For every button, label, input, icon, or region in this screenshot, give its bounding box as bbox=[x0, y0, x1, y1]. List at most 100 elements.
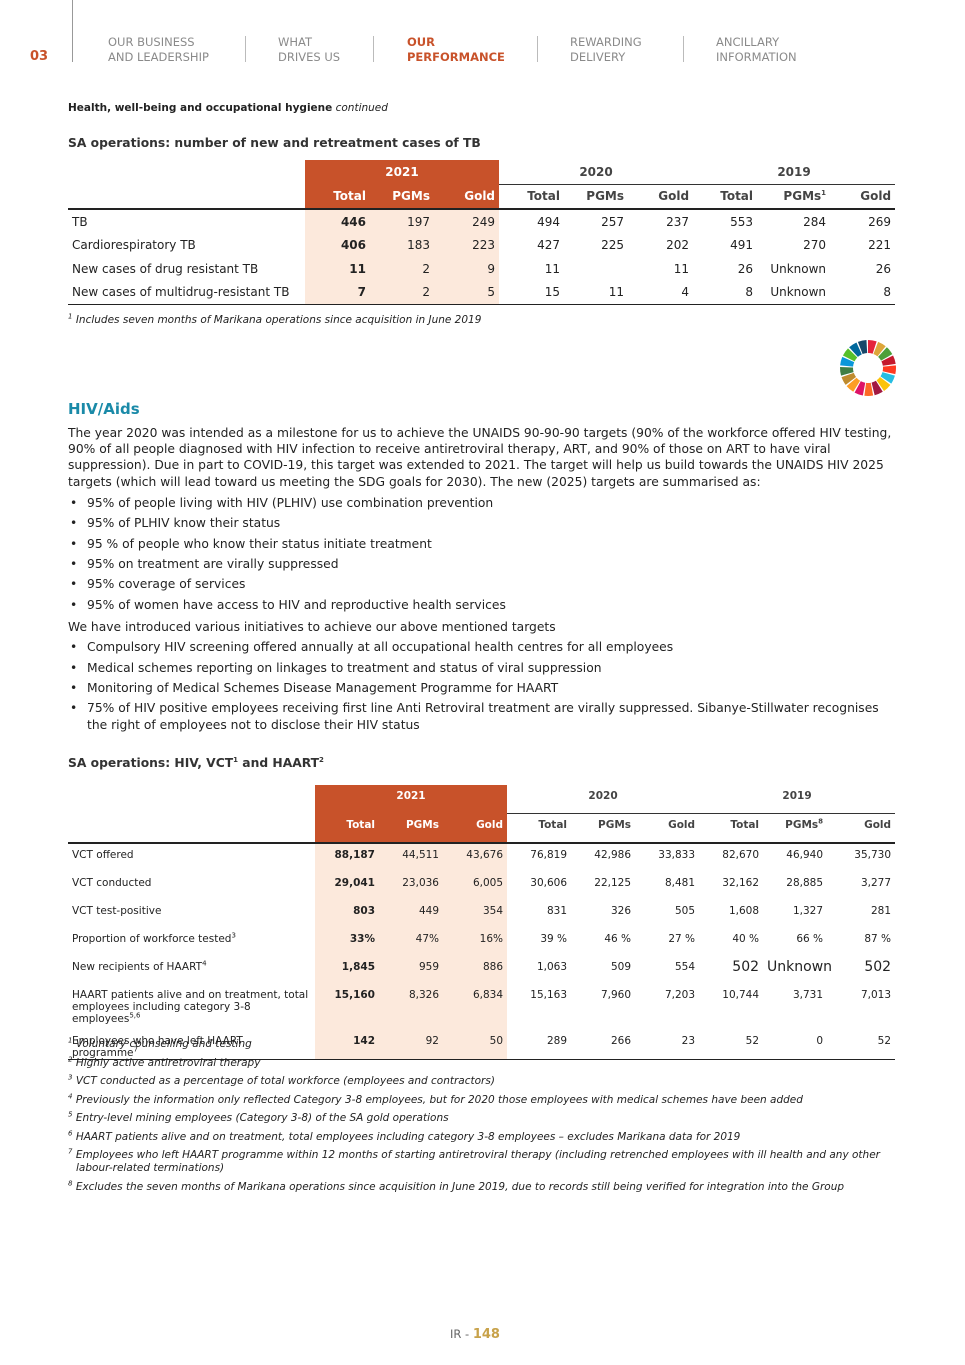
column-header: PGMs bbox=[564, 184, 629, 210]
year-header: 2021 bbox=[305, 160, 500, 184]
cell: 88,187 bbox=[315, 843, 379, 872]
footnote: 1 Voluntary counselling and testing bbox=[68, 1036, 888, 1051]
column-header: Gold bbox=[443, 813, 508, 844]
nav-line: INFORMATION bbox=[716, 50, 797, 64]
wheel-segment bbox=[841, 372, 857, 385]
nav-separator bbox=[245, 36, 246, 62]
cell: 26 bbox=[875, 261, 892, 276]
row-label: TB bbox=[68, 209, 305, 234]
data-row: Cardiorespiratory TB 406 183 223 427 225 202 49… bbox=[68, 233, 895, 258]
footnote: 2 Highly active antiretroviral therapy bbox=[68, 1055, 888, 1070]
bullet-item: 95% coverage of services bbox=[68, 576, 887, 592]
row-label: New cases of multidrug-resistant TB bbox=[68, 280, 305, 305]
row-label-text: HAART patients alive and on treatment, t… bbox=[72, 989, 309, 1025]
blank-cell bbox=[68, 785, 315, 814]
cell: 5 bbox=[434, 280, 500, 305]
cell: 831 bbox=[546, 905, 568, 917]
cell: 959 bbox=[379, 956, 443, 984]
row-label: Cardiorespiratory TB bbox=[68, 234, 305, 258]
title-text: SA operations: HIV, VCT bbox=[68, 756, 234, 770]
footnote-mark: 2 bbox=[68, 1055, 73, 1063]
data-row: VCT test-positive 803 449 354 831 326 505 1,608… bbox=[68, 900, 895, 928]
cell: 52 bbox=[699, 1030, 764, 1060]
column-header: Total bbox=[507, 813, 572, 844]
row-label-text: Employees who have left HAART programme bbox=[72, 1035, 243, 1059]
nav-item: OUR PERFORMANCE bbox=[407, 35, 505, 65]
footnote-mark: 1 bbox=[68, 1036, 73, 1045]
cell: 6,005 bbox=[443, 872, 508, 900]
nav-line: AND LEADERSHIP bbox=[108, 50, 209, 64]
cell: 502 bbox=[732, 959, 760, 975]
bullet-item: Monitoring of Medical Schemes Disease Ma… bbox=[68, 680, 887, 696]
cell: 237 bbox=[666, 214, 690, 229]
cell: 40 % bbox=[732, 933, 760, 945]
nav-line: DRIVES US bbox=[278, 50, 341, 64]
cell: 8,326 bbox=[379, 984, 443, 1030]
cell: 269 bbox=[868, 214, 892, 229]
cell: 886 bbox=[443, 956, 508, 984]
cell: 82,670 bbox=[722, 849, 760, 861]
data-row: New recipients of HAART4 1,845 959 886 1,063… bbox=[68, 956, 895, 984]
footnote: 3 VCT conducted as a percentage of total… bbox=[68, 1074, 888, 1088]
row-label: VCT test-positive bbox=[68, 900, 315, 928]
header-rule bbox=[72, 0, 73, 62]
nav-separator bbox=[683, 36, 684, 62]
footnote-text: VCT conducted as a percentage of total w… bbox=[75, 1075, 495, 1087]
section-label-text: Health, well-being and occupational hygi… bbox=[68, 102, 333, 114]
cell: 257 bbox=[601, 214, 625, 229]
row-label: Employees who have left HAART programme7 bbox=[68, 1030, 315, 1060]
footnote: 7 Employees who left HAART programme wit… bbox=[68, 1148, 888, 1175]
sdg-wheel-icon bbox=[840, 340, 896, 396]
data-row: HAART patients alive and on treatment, t… bbox=[68, 984, 895, 1030]
cell: Unknown bbox=[767, 959, 833, 975]
cell: 44,511 bbox=[379, 843, 443, 872]
title-note: 1 bbox=[233, 755, 238, 764]
year-header: 2021 bbox=[315, 785, 508, 814]
cell: 50 bbox=[443, 1030, 508, 1060]
footnote: 4 Previously the information only reflec… bbox=[68, 1093, 888, 1107]
footnote-text: HAART patients alive and on treatment, t… bbox=[75, 1130, 741, 1143]
bullet-list: 95% of people living with HIV (PLHIV) us… bbox=[68, 495, 893, 613]
column-header: PGMs bbox=[370, 184, 434, 210]
wheel-segment bbox=[868, 340, 877, 354]
cell: 449 bbox=[379, 900, 443, 928]
cell: 8,481 bbox=[664, 877, 696, 889]
column-header: Gold bbox=[827, 813, 896, 844]
row-note: 3 bbox=[231, 931, 236, 940]
cell: 7,203 bbox=[664, 989, 696, 1001]
title-note: 2 bbox=[319, 755, 324, 764]
bullet-item: 95% of PLHIV know their status bbox=[68, 515, 887, 531]
title-text: and HAART bbox=[237, 756, 320, 770]
cell: 505 bbox=[674, 905, 696, 917]
blank-cell bbox=[68, 184, 305, 210]
year-header: 2020 bbox=[507, 785, 700, 814]
footnote-text: Highly active antiretroviral therapy bbox=[75, 1056, 261, 1069]
footnote-text: Entry-level mining employees (Category 3… bbox=[75, 1112, 449, 1124]
column-header-text: PGMs bbox=[785, 819, 819, 831]
wheel-segment bbox=[857, 340, 868, 355]
data-row: VCT offered 88,187 44,511 43,676 76,819 42,98… bbox=[68, 843, 895, 872]
cell: 3,277 bbox=[860, 877, 892, 889]
footnote-text: Previously the information only reflecte… bbox=[75, 1093, 803, 1106]
cell: 3,731 bbox=[792, 989, 824, 1001]
cell: 52 bbox=[827, 1030, 896, 1060]
cell: 28,885 bbox=[786, 877, 824, 889]
column-header: Gold bbox=[635, 813, 700, 844]
bullet-item: 95% on treatment are virally suppressed bbox=[68, 556, 887, 572]
footnote-mark: 6 bbox=[68, 1129, 73, 1137]
cell: 281 bbox=[871, 905, 892, 917]
cell: 2 bbox=[370, 257, 434, 281]
wheel-segment bbox=[882, 365, 896, 375]
wheel-segment bbox=[840, 356, 855, 367]
table-title: SA operations: number of new and retreat… bbox=[68, 136, 481, 150]
row-label: New recipients of HAART4 bbox=[68, 956, 315, 984]
cell: 7 bbox=[305, 280, 370, 305]
nav-separator bbox=[537, 36, 538, 62]
cell: 42,986 bbox=[594, 849, 632, 861]
data-row: New cases of multidrug-resistant TB 7 2 5 15… bbox=[68, 280, 896, 305]
cell: 66 % bbox=[796, 933, 824, 945]
column-header-text: PGMs bbox=[783, 189, 822, 204]
year-header: 2019 bbox=[699, 785, 896, 814]
row-note: 7 bbox=[133, 1045, 138, 1054]
